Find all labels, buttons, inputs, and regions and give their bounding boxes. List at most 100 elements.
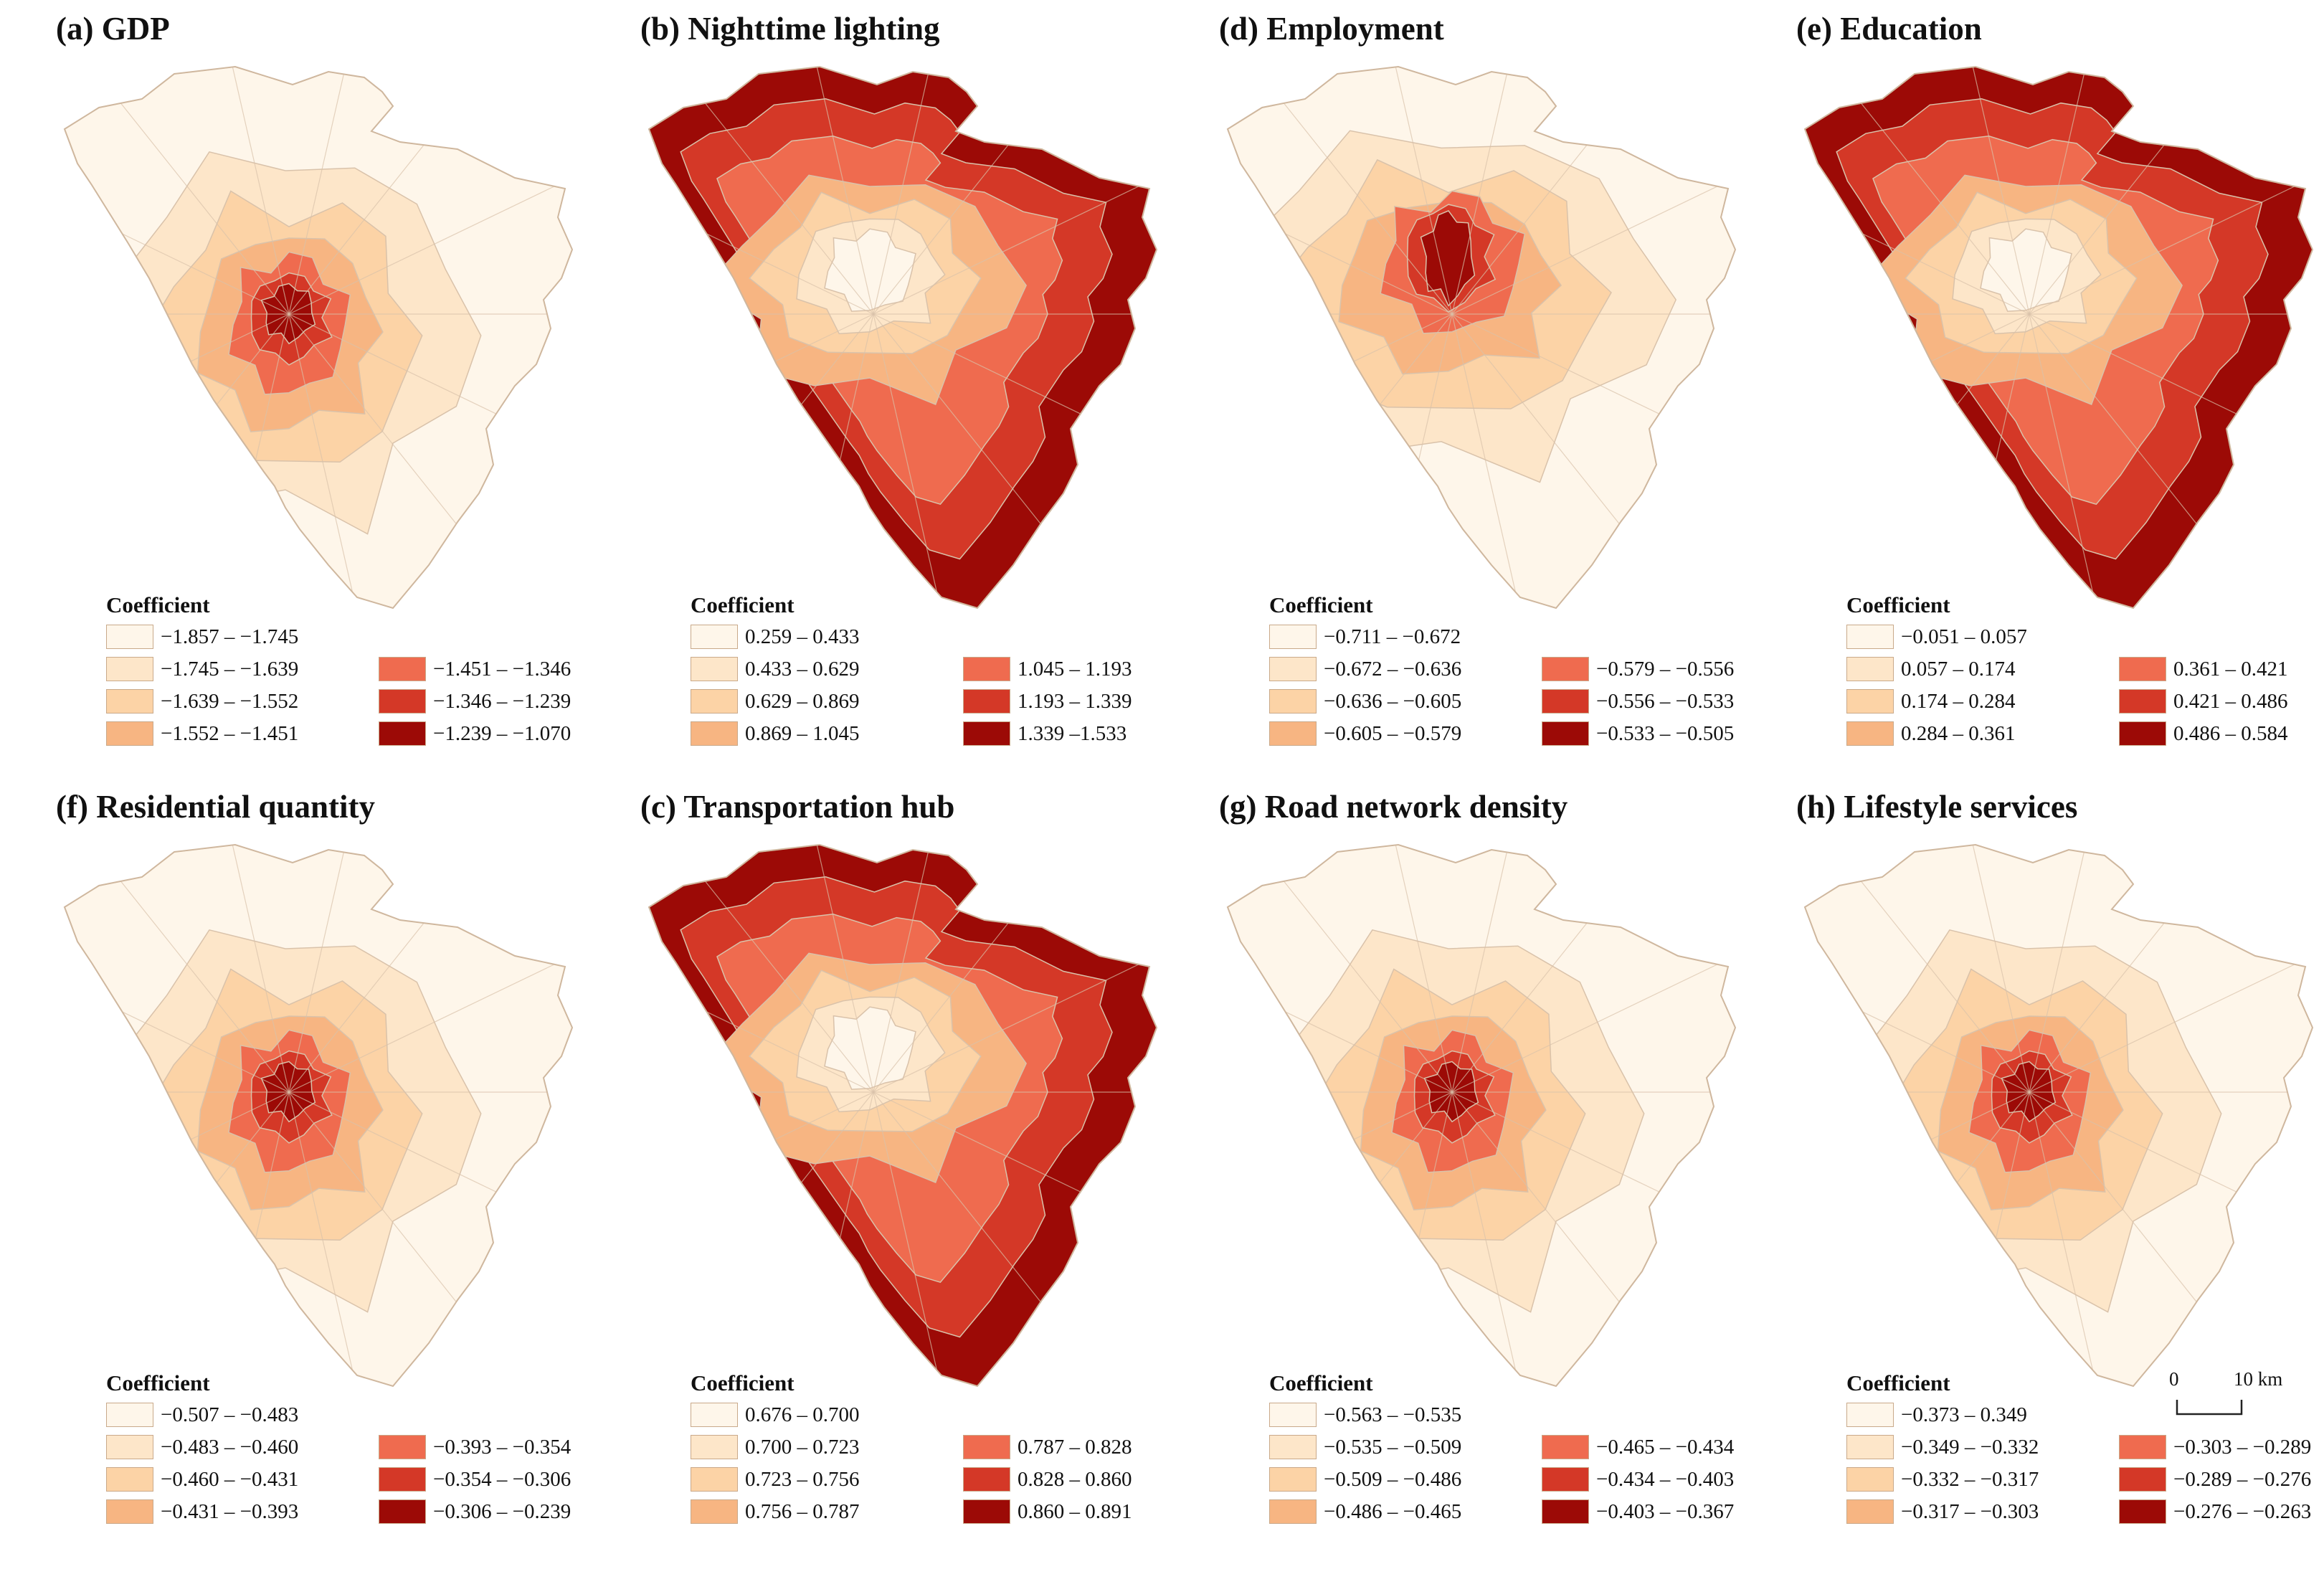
district-boundary [1451, 313, 1549, 608]
district-boundary [192, 845, 290, 1093]
legend-label: −0.349 – −0.332 [1901, 1435, 2039, 1459]
legend-swatch [691, 689, 738, 714]
legend-label: −0.483 – −0.460 [161, 1435, 299, 1459]
legend-swatch [963, 1467, 1010, 1492]
legend: Coefficient 0.676 – 0.700 0.700 – 0.723 0.7… [691, 1372, 1192, 1530]
legend-item: −0.317 – −0.303 [1846, 1498, 2039, 1525]
district-boundary [1451, 845, 1721, 1093]
legend-title: Coefficient [106, 592, 210, 617]
legend-item: 0.057 – 0.174 [1846, 655, 2016, 683]
district-boundary [873, 67, 1142, 315]
legend: Coefficient −0.507 – −0.483 −0.483 – −0.46… [106, 1372, 608, 1530]
legend-label: −0.711 – −0.672 [1324, 625, 1461, 648]
legend-label: −0.509 – −0.486 [1324, 1467, 1462, 1491]
legend-swatch [106, 1435, 153, 1459]
district-boundary [1451, 845, 1549, 1093]
legend-swatch [963, 1499, 1010, 1524]
legend-swatch [1846, 689, 1894, 714]
legend-label: −0.317 – −0.303 [1901, 1499, 2039, 1523]
legend-item: 1.193 – 1.339 [963, 688, 1132, 715]
legend-item: −1.346 – −1.239 [379, 688, 571, 715]
district-boundary [1451, 1091, 1735, 1279]
legend-swatch [963, 689, 1010, 714]
legend-item: 0.700 – 0.723 [691, 1433, 860, 1461]
legend-swatch [106, 1403, 153, 1427]
legend-swatch [2119, 689, 2166, 714]
legend-item: 0.869 – 1.045 [691, 720, 860, 747]
legend-label: −0.434 – −0.403 [1596, 1467, 1735, 1491]
legend-swatch [379, 1435, 426, 1459]
legend-label: 0.723 – 0.756 [745, 1467, 860, 1491]
scale-start-label: 0 [2169, 1368, 2179, 1390]
panel-title: (a) GDP [56, 11, 170, 47]
district-boundary [2029, 845, 2298, 1093]
legend-swatch [1269, 1499, 1317, 1524]
legend-label: −1.552 – −1.451 [161, 721, 299, 745]
district-boundary [873, 127, 1157, 315]
legend-item: −1.239 – −1.070 [379, 720, 571, 747]
district-boundary [192, 67, 290, 315]
legend-label: −0.579 – −0.556 [1596, 657, 1735, 681]
legend-swatch [106, 1467, 153, 1492]
legend-title: Coefficient [106, 1370, 210, 1395]
legend: Coefficient −0.051 – 0.057 0.057 – 0.174 0.… [1846, 594, 2324, 752]
legend-item: −0.563 – −0.535 [1269, 1401, 1461, 1428]
legend-item: −0.276 – −0.263 [2119, 1498, 2311, 1525]
legend-label: 0.057 – 0.174 [1901, 657, 2016, 681]
legend-item: 1.339 –1.533 [963, 720, 1127, 747]
legend-label: 0.787 – 0.828 [1018, 1435, 1132, 1459]
legend-item: −0.535 – −0.509 [1269, 1433, 1461, 1461]
legend-swatch [691, 625, 738, 649]
legend-title: Coefficient [1269, 1370, 1373, 1395]
choropleth-map [63, 843, 574, 1388]
legend-item: 1.045 – 1.193 [963, 655, 1132, 683]
choropleth-map [63, 65, 574, 610]
choropleth-map [648, 65, 1158, 610]
legend: Coefficient −1.857 – −1.745 −1.745 – −1.63… [106, 594, 608, 752]
study-area-outline [1226, 843, 1737, 1388]
legend-swatch [1542, 1499, 1589, 1524]
legend-swatch [379, 657, 426, 681]
legend-title: Coefficient [691, 592, 795, 617]
legend-swatch [106, 689, 153, 714]
district-boundary [873, 313, 970, 608]
legend-title: Coefficient [1846, 592, 1950, 617]
district-boundary [649, 845, 874, 1093]
map-panel: (a) GDP Coefficient −1.857 – −1.745 −1.745 … [56, 13, 626, 791]
legend-items: −0.051 – 0.057 0.057 – 0.174 0.174 – 0.284… [1846, 623, 2324, 752]
study-area-outline [1226, 65, 1737, 610]
map-zone-class-1 [824, 1006, 916, 1090]
legend-item: 0.433 – 0.629 [691, 655, 860, 683]
legend-swatch [1269, 1403, 1317, 1427]
legend-swatch [691, 1403, 738, 1427]
district-boundary [2029, 313, 2313, 501]
legend-label: 0.828 – 0.860 [1018, 1467, 1132, 1491]
legend-item: 0.676 – 0.700 [691, 1401, 860, 1428]
study-area-outline [1803, 65, 2314, 610]
district-boundary [1451, 67, 1549, 315]
district-boundary [288, 67, 386, 315]
legend-label: 1.045 – 1.193 [1018, 657, 1132, 681]
legend-swatch [1269, 657, 1317, 681]
study-area-outline [648, 65, 1158, 610]
legend-item: −0.393 – −0.354 [379, 1433, 571, 1461]
legend-label: −0.486 – −0.465 [1324, 1499, 1462, 1523]
legend-swatch [1542, 1435, 1589, 1459]
legend-swatch [1846, 625, 1894, 649]
legend-item: 0.259 – 0.433 [691, 623, 860, 650]
district-boundary [1451, 313, 1735, 501]
legend-item: −0.434 – −0.403 [1542, 1466, 1734, 1493]
study-area-outline [648, 843, 1158, 1388]
legend-label: 0.284 – 0.361 [1901, 721, 2016, 745]
map-panel: (h) Lifestyle services Coefficient −0.373 … [1796, 791, 2324, 1569]
legend-item: −0.373 – 0.349 [1846, 1401, 2027, 1428]
legend-item: −0.403 – −0.367 [1542, 1498, 1734, 1525]
legend-label: −0.672 – −0.636 [1324, 657, 1462, 681]
legend-swatch [379, 1499, 426, 1524]
legend-swatch [106, 1499, 153, 1524]
legend-item: −1.552 – −1.451 [106, 720, 298, 747]
legend-label: −0.460 – −0.431 [161, 1467, 299, 1491]
district-boundary [288, 905, 572, 1093]
choropleth-map [1226, 843, 1737, 1388]
legend-swatch [691, 1499, 738, 1524]
